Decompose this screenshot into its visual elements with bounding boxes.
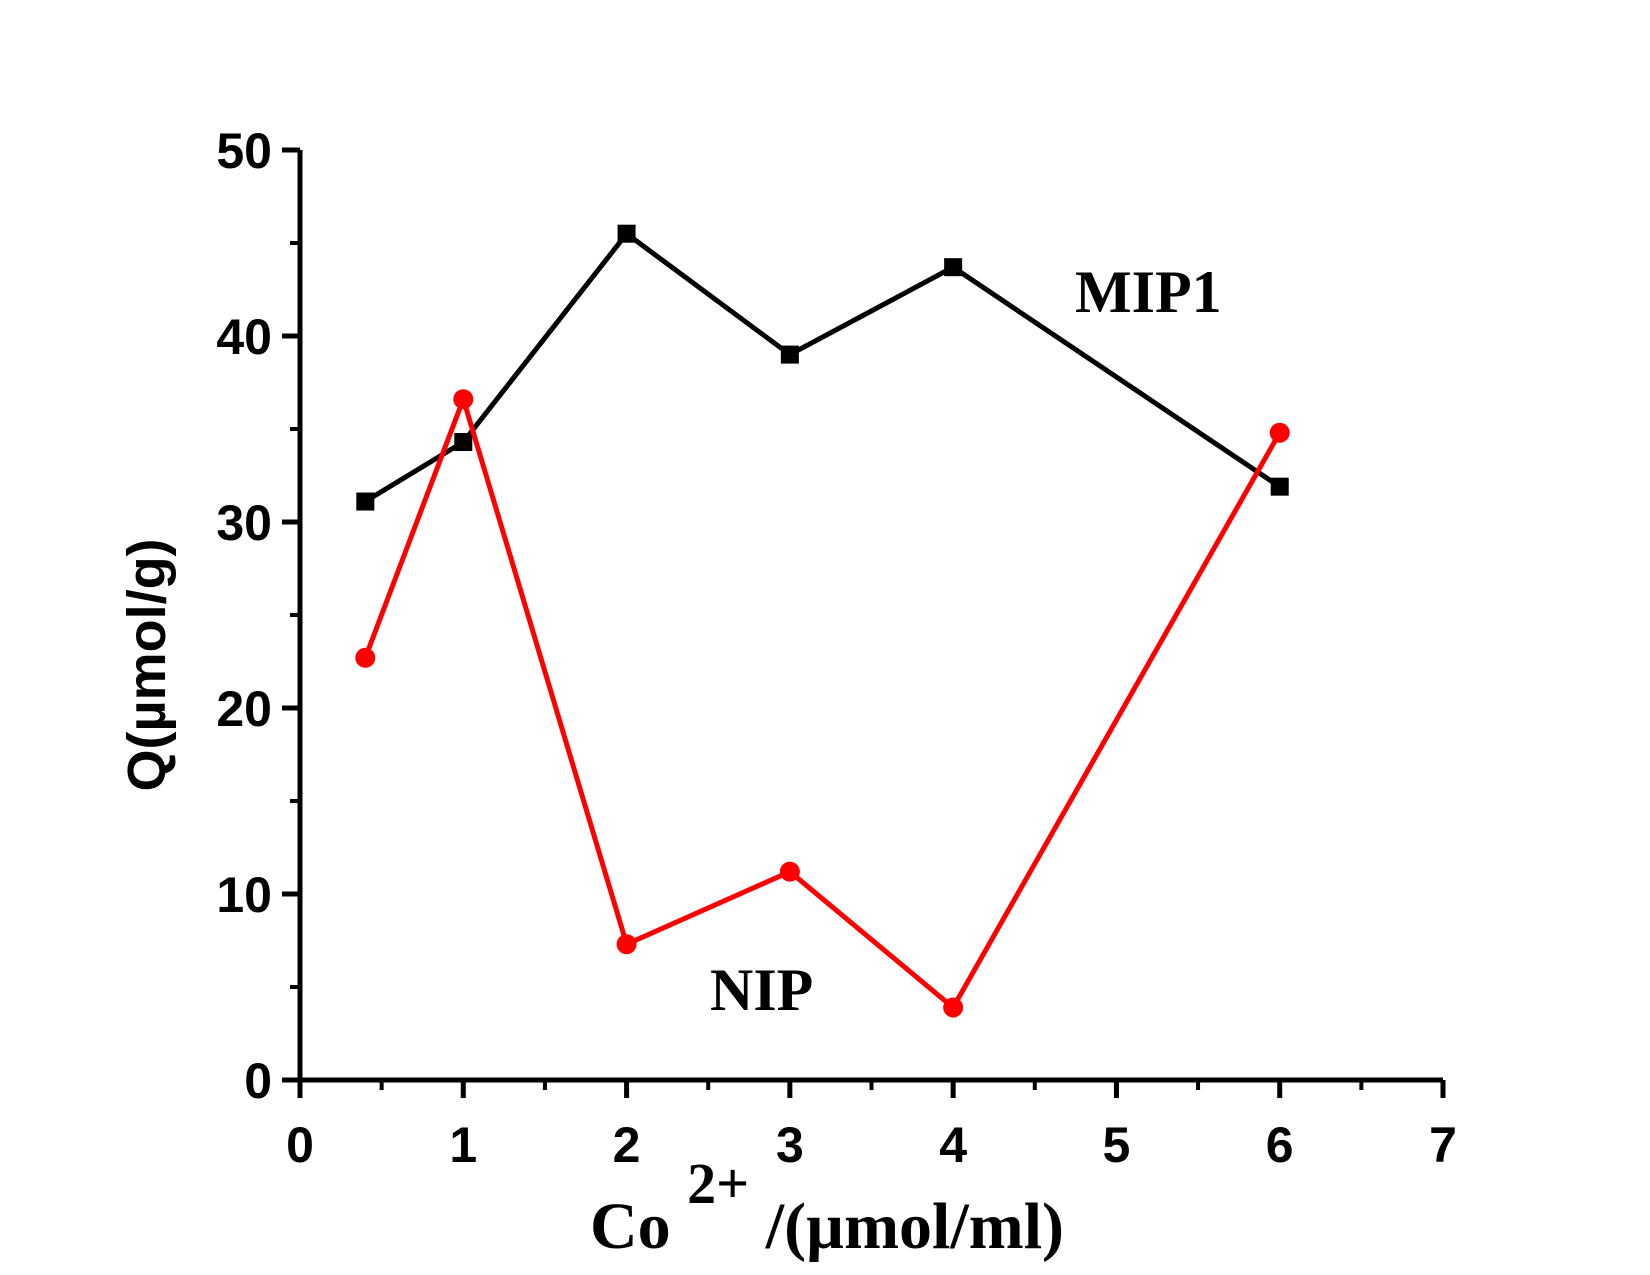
series-mip1 (356, 224, 1289, 511)
series-label-nip: NIP (710, 957, 813, 1023)
series-label-mip1: MIP1 (1075, 259, 1222, 325)
data-point-nip (1269, 422, 1290, 443)
x-axis-label: Co 2+ /(µmol/ml) (590, 1145, 1064, 1263)
axes: 0 1 2 3 4 5 6 7 0 10 20 30 40 50 (216, 123, 1457, 1173)
x-axis-label-suffix: /(µmol/ml) (765, 1190, 1064, 1263)
data-point-mip1 (617, 224, 636, 243)
data-point-nip (355, 647, 376, 668)
data-point-mip1 (1270, 477, 1289, 496)
y-tick-label: 10 (216, 867, 272, 923)
y-axis-label: Q(µmol/g) (117, 538, 177, 791)
series-line-nip (362, 391, 1282, 1012)
series-layer (355, 224, 1290, 1018)
data-point-mip1 (356, 492, 375, 511)
x-tick-label: 7 (1429, 1117, 1457, 1173)
x-tick-label: 3 (776, 1117, 804, 1173)
x-tick-label: 6 (1266, 1117, 1294, 1173)
y-tick-label: 30 (216, 495, 272, 551)
data-point-nip (453, 389, 474, 410)
data-point-nip (943, 997, 964, 1018)
x-tick-label: 2 (613, 1117, 641, 1173)
x-tick-label: 1 (449, 1117, 477, 1173)
y-tick-label: 20 (216, 681, 272, 737)
series-line-mip1 (364, 230, 1282, 504)
data-point-nip (616, 934, 637, 955)
x-tick-label: 4 (939, 1117, 967, 1173)
x-axis-label-base: Co (590, 1190, 671, 1263)
data-point-mip1 (944, 258, 963, 277)
y-tick-label: 0 (244, 1053, 272, 1109)
y-tick-label: 40 (216, 309, 272, 365)
x-tick-label: 5 (1103, 1117, 1131, 1173)
data-point-mip1 (454, 433, 473, 452)
data-point-nip (779, 861, 800, 882)
series-nip (355, 389, 1290, 1018)
data-point-mip1 (780, 345, 799, 364)
x-axis-label-superscript: 2+ (687, 1151, 749, 1216)
x-tick-label: 0 (286, 1117, 314, 1173)
y-tick-label: 50 (216, 123, 272, 179)
